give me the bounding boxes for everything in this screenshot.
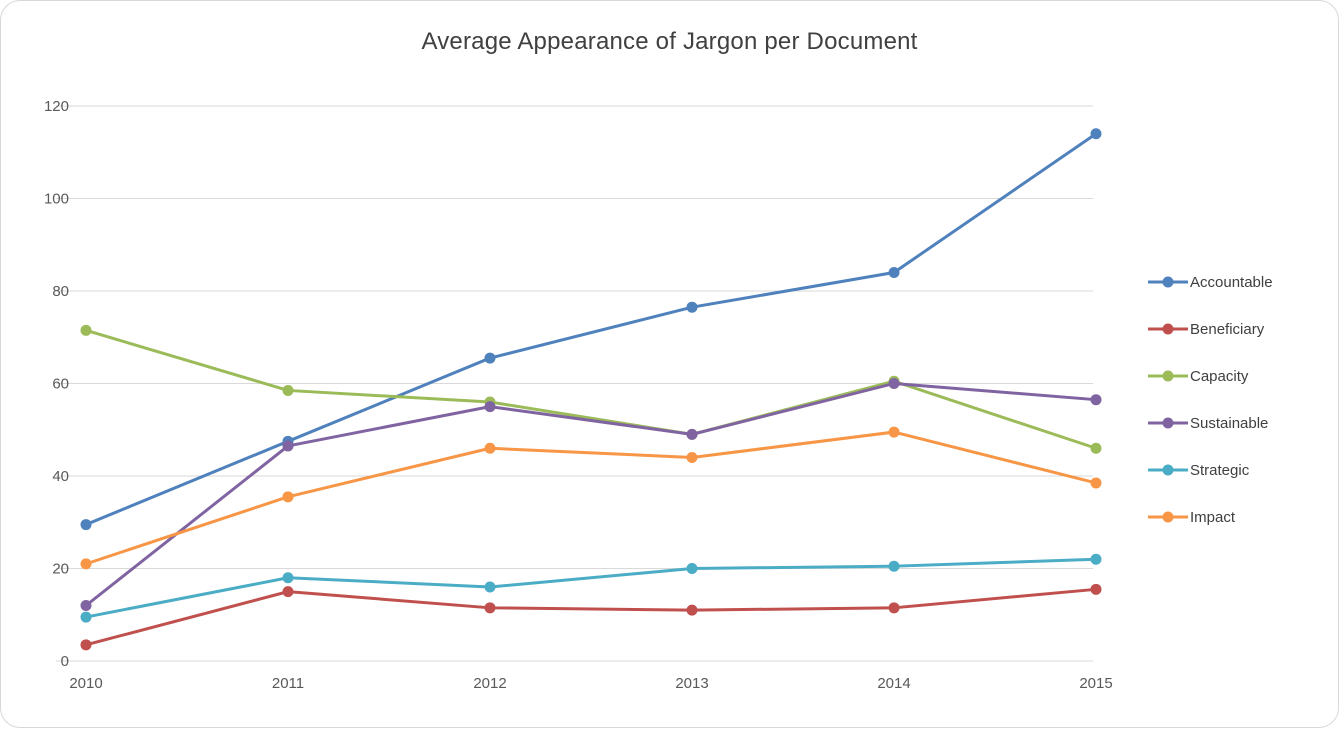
legend-item-strategic[interactable]: Strategic [1147,461,1273,479]
y-axis-tick-label: 100 [44,191,69,208]
legend-line-marker-icon [1148,417,1188,429]
series-impact [80,426,1102,570]
series-line [84,557,1098,619]
data-point-marker [1090,442,1102,454]
x-axis-tick-label: 2011 [272,675,304,692]
data-point-marker [484,352,496,364]
data-point-marker [686,452,698,463]
series-line [84,328,1098,450]
data-point-marker [80,519,92,531]
data-point-marker [1090,477,1102,489]
data-point-marker [1090,128,1102,140]
legend-label: Capacity [1190,367,1249,385]
data-point-marker [686,428,698,440]
series-sustainable [80,378,1102,611]
data-point-marker [80,558,92,570]
legend-line-marker-icon [1148,276,1188,288]
legend-label: Accountable [1190,273,1273,291]
data-point-marker [888,560,900,572]
x-axis-tick-label: 2012 [473,675,506,692]
data-point-marker [80,324,92,336]
y-axis-tick-label: 60 [52,376,69,393]
series-line [84,132,1098,527]
data-point-marker [686,563,698,574]
data-point-marker [484,401,496,413]
y-axis-tick-label: 20 [52,561,69,578]
data-point-marker [1090,553,1102,565]
legend-label: Beneficiary [1190,320,1265,338]
x-axis-tick-label: 2014 [877,675,910,692]
legend-label: Impact [1190,508,1236,526]
series-line [84,430,1098,566]
legend-item-beneficiary[interactable]: Beneficiary [1147,320,1273,338]
data-point-marker [1090,583,1102,595]
data-point-marker [484,442,496,454]
data-point-marker [282,384,294,396]
data-point-marker [282,586,294,598]
data-point-marker [282,491,294,503]
data-point-marker [282,440,294,452]
data-point-marker [484,581,496,593]
x-axis-tick-label: 2010 [69,675,102,692]
x-axis-tick-label: 2015 [1079,675,1112,692]
data-point-marker [282,572,294,584]
legend-line-marker-icon [1148,464,1188,476]
legend-item-capacity[interactable]: Capacity [1147,367,1273,385]
series-line [84,587,1098,647]
x-axis-labels: 2010 2011 2012 2013 2014 2015 [69,675,1112,692]
series-beneficiary [80,583,1102,651]
y-axis-tick-label: 120 [44,98,69,115]
data-point-marker [80,611,92,623]
data-point-marker [80,639,92,651]
data-point-marker [484,602,496,614]
series-line [84,382,1098,607]
x-axis-tick-label: 2013 [675,675,708,692]
chart-legend: Accountable Beneficiary Capacity Sustain… [1147,273,1273,526]
data-point-marker [888,426,900,438]
legend-item-accountable[interactable]: Accountable [1147,273,1273,291]
data-point-marker [888,267,900,278]
data-point-marker [686,604,698,616]
y-axis-tick-label: 0 [61,653,69,670]
y-axis-tick-label: 80 [52,283,69,300]
chart-title: Average Appearance of Jargon per Documen… [421,28,918,55]
data-point-marker [1090,394,1102,406]
data-point-marker [888,602,900,614]
data-point-marker [80,600,92,611]
gridlines: 0 20 40 60 80 100 120 [44,98,1093,670]
legend-line-marker-icon [1148,323,1188,335]
series-strategic [80,553,1102,623]
series-accountable [80,128,1102,531]
data-point-marker [686,301,698,313]
legend-line-marker-icon [1148,511,1188,523]
legend-line-marker-icon [1148,370,1188,382]
legend-item-impact[interactable]: Impact [1147,508,1273,526]
legend-label: Strategic [1190,461,1250,479]
y-axis-tick-label: 40 [52,468,69,485]
legend-item-sustainable[interactable]: Sustainable [1147,414,1273,432]
legend-label: Sustainable [1190,414,1269,432]
data-point-marker [888,378,900,389]
